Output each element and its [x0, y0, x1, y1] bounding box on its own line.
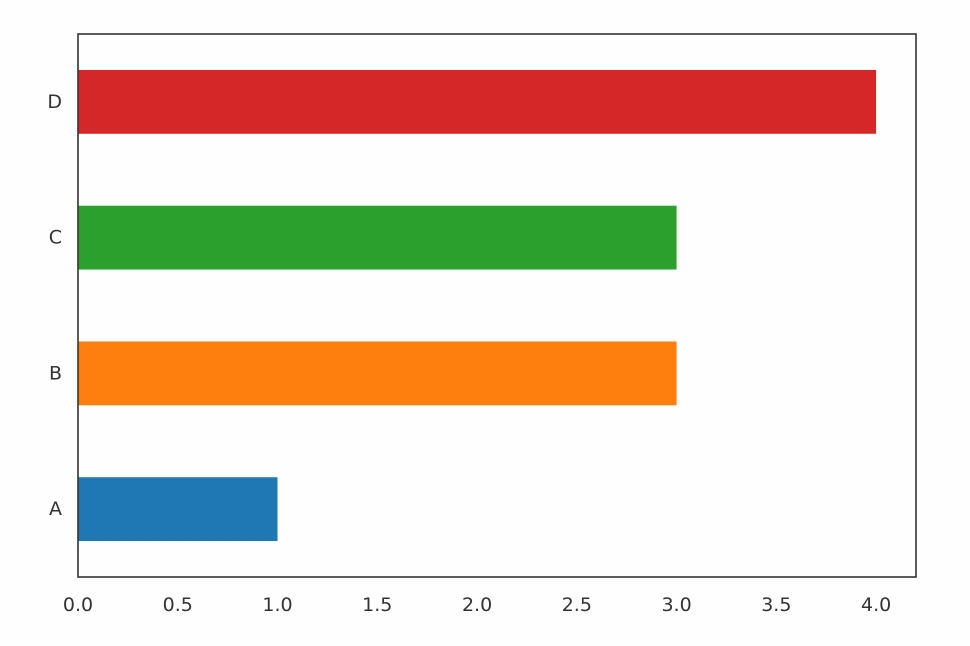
bar-c	[78, 205, 677, 270]
x-tick-label: 1.0	[262, 594, 292, 616]
x-tick-label: 2.5	[562, 594, 592, 616]
x-tick-label: 2.0	[462, 594, 492, 616]
y-tick-label-d: D	[47, 91, 62, 113]
bar-a	[78, 477, 278, 542]
x-tick-label: 0.5	[163, 594, 193, 616]
y-tick-label-a: A	[49, 498, 62, 520]
x-tick-labels: 0.0 0.5 1.0 1.5 2.0 2.5 3.0 3.5 4.0	[63, 594, 891, 616]
bar-d	[78, 69, 877, 134]
bars-layer	[78, 69, 877, 542]
x-tick-label: 3.5	[761, 594, 791, 616]
x-tick-label: 1.5	[362, 594, 392, 616]
y-tick-label-b: B	[49, 362, 62, 384]
x-tick-label: 4.0	[861, 594, 891, 616]
x-tick-label: 3.0	[661, 594, 691, 616]
y-tick-label-c: C	[49, 227, 62, 249]
plot-frame	[77, 33, 917, 578]
y-tick-labels: A B C D	[47, 91, 62, 520]
bar-b	[78, 341, 677, 406]
x-tick-label: 0.0	[63, 594, 93, 616]
